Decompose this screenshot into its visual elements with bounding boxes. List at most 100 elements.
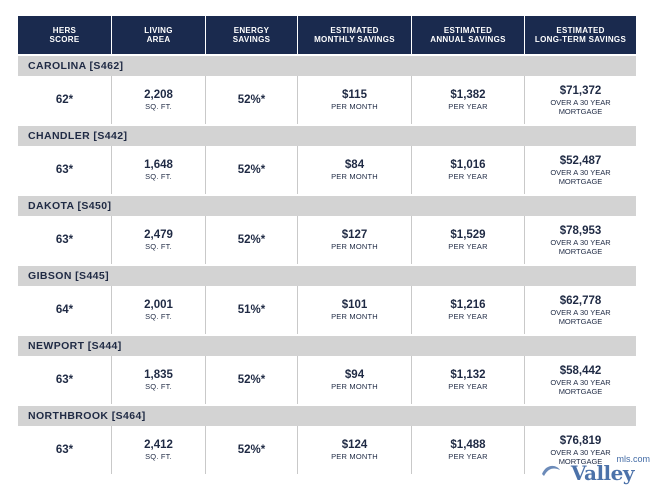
header-monthly-savings: ESTIMATED MONTHLY SAVINGS (298, 16, 412, 54)
watermark-logo: mls.com Valley (540, 454, 650, 485)
model-name: CHANDLER [S442] (18, 126, 636, 146)
annual-unit: PER YEAR (448, 452, 488, 461)
watermark-brand: Valley (570, 461, 635, 485)
longterm-value: $71,372 (559, 84, 602, 97)
longterm-cell: $52,487 OVER A 30 YEAR MORTGAGE (525, 146, 636, 194)
monthly-unit: PER MONTH (331, 242, 378, 251)
longterm-unit: OVER A 30 YEAR MORTGAGE (550, 167, 611, 186)
area-unit: SQ. FT. (145, 382, 172, 391)
monthly-value: $127 (341, 229, 368, 241)
energy-cell: 52%* (206, 76, 298, 124)
annual-cell: $1,382 PER YEAR (412, 76, 525, 124)
annual-value: $1,382 (450, 89, 486, 101)
monthly-cell: $101 PER MONTH (298, 286, 412, 334)
longterm-cell: $78,953 OVER A 30 YEAR MORTGAGE (525, 216, 636, 264)
area-unit: SQ. FT. (145, 452, 172, 461)
area-cell: 1,648 SQ. FT. (112, 146, 206, 194)
energy-value: 52%* (237, 163, 266, 176)
annual-value: $1,132 (450, 369, 486, 381)
annual-cell: $1,016 PER YEAR (412, 146, 525, 194)
energy-cell: 52%* (206, 356, 298, 404)
monthly-unit: PER MONTH (331, 382, 378, 391)
annual-unit: PER YEAR (448, 382, 488, 391)
hers-value: 63* (55, 163, 74, 176)
hers-cell: 63* (18, 356, 112, 404)
area-unit: SQ. FT. (145, 312, 172, 321)
energy-value: 52%* (237, 93, 266, 106)
longterm-cell: $76,819 OVER A 30 YEAR MORTGAGE (525, 426, 636, 474)
table-row: 64* 2,001 SQ. FT. 51%* $101 PER MONTH $1,2… (18, 286, 636, 334)
monthly-value: $124 (341, 439, 368, 451)
longterm-value: $58,442 (559, 364, 602, 377)
annual-cell: $1,216 PER YEAR (412, 286, 525, 334)
hers-value: 63* (55, 443, 74, 456)
table-row: 63* 1,648 SQ. FT. 52%* $84 PER MONTH $1,01… (18, 146, 636, 194)
longterm-unit: OVER A 30 YEAR MORTGAGE (550, 307, 611, 326)
annual-unit: PER YEAR (448, 312, 488, 321)
area-unit: SQ. FT. (145, 242, 172, 251)
area-cell: 1,835 SQ. FT. (112, 356, 206, 404)
area-value: 2,412 (144, 439, 173, 451)
table-body: CAROLINA [S462] 62* 2,208 SQ. FT. 52%* $1… (18, 56, 636, 474)
area-value: 1,648 (144, 159, 173, 171)
table-row: 63* 1,835 SQ. FT. 52%* $94 PER MONTH $1,13… (18, 356, 636, 404)
hers-value: 63* (55, 373, 74, 386)
area-cell: 2,208 SQ. FT. (112, 76, 206, 124)
hers-cell: 63* (18, 426, 112, 474)
annual-unit: PER YEAR (448, 242, 488, 251)
area-cell: 2,412 SQ. FT. (112, 426, 206, 474)
hers-cell: 63* (18, 216, 112, 264)
model-name: GIBSON [S445] (18, 266, 636, 286)
energy-cell: 52%* (206, 216, 298, 264)
monthly-cell: $127 PER MONTH (298, 216, 412, 264)
longterm-unit: OVER A 30 YEAR MORTGAGE (550, 97, 611, 116)
header-living-area: LIVING AREA (112, 16, 206, 54)
longterm-value: $62,778 (559, 294, 602, 307)
area-value: 2,479 (144, 229, 173, 241)
monthly-unit: PER MONTH (331, 102, 378, 111)
energy-value: 52%* (237, 373, 266, 386)
monthly-value: $101 (341, 299, 368, 311)
area-value: 2,208 (144, 89, 173, 101)
longterm-value: $52,487 (559, 154, 602, 167)
energy-value: 52%* (237, 233, 266, 246)
hers-cell: 63* (18, 146, 112, 194)
monthly-value: $115 (342, 89, 367, 101)
monthly-cell: $115 PER MONTH (298, 76, 412, 124)
table-row: 63* 2,479 SQ. FT. 52%* $127 PER MONTH $1,5… (18, 216, 636, 264)
annual-unit: PER YEAR (448, 102, 488, 111)
header-long-term-savings: ESTIMATED LONG-TERM SAVINGS (534, 25, 627, 45)
hers-value: 62* (55, 93, 74, 106)
area-cell: 2,479 SQ. FT. (112, 216, 206, 264)
header-energy-savings: ENERGY SAVINGS (206, 16, 298, 54)
annual-unit: PER YEAR (448, 172, 488, 181)
watermark-site: mls.com (616, 454, 650, 464)
area-value: 1,835 (144, 369, 173, 381)
table-row: 63* 2,412 SQ. FT. 52%* $124 PER MONTH $1,4… (18, 426, 636, 474)
annual-value: $1,488 (450, 439, 486, 451)
area-unit: SQ. FT. (145, 172, 172, 181)
model-name: CAROLINA [S462] (18, 56, 636, 76)
hers-value: 63* (55, 233, 74, 246)
longterm-cell: $62,778 OVER A 30 YEAR MORTGAGE (525, 286, 636, 334)
longterm-unit: OVER A 30 YEAR MORTGAGE (550, 237, 611, 256)
energy-cell: 52%* (206, 426, 298, 474)
monthly-cell: $84 PER MONTH (298, 146, 412, 194)
monthly-cell: $94 PER MONTH (298, 356, 412, 404)
header-hers-score: HERS SCORE (18, 16, 112, 54)
area-unit: SQ. FT. (145, 102, 172, 111)
monthly-unit: PER MONTH (331, 452, 378, 461)
hers-cell: 64* (18, 286, 112, 334)
swoosh-icon (542, 465, 560, 476)
model-name: DAKOTA [S450] (18, 196, 636, 216)
longterm-value: $78,953 (559, 224, 602, 237)
energy-value: 51%* (237, 303, 266, 316)
hers-cell: 62* (18, 76, 112, 124)
annual-cell: $1,132 PER YEAR (412, 356, 525, 404)
annual-value: $1,529 (450, 229, 486, 241)
savings-table: HERS SCORE LIVING AREA ENERGY SAVINGS ES… (18, 16, 636, 474)
longterm-cell: $71,372 OVER A 30 YEAR MORTGAGE (525, 76, 636, 124)
monthly-value: $94 (344, 369, 365, 381)
table-row: 62* 2,208 SQ. FT. 52%* $115 PER MONTH $1,3… (18, 76, 636, 124)
annual-cell: $1,529 PER YEAR (412, 216, 525, 264)
